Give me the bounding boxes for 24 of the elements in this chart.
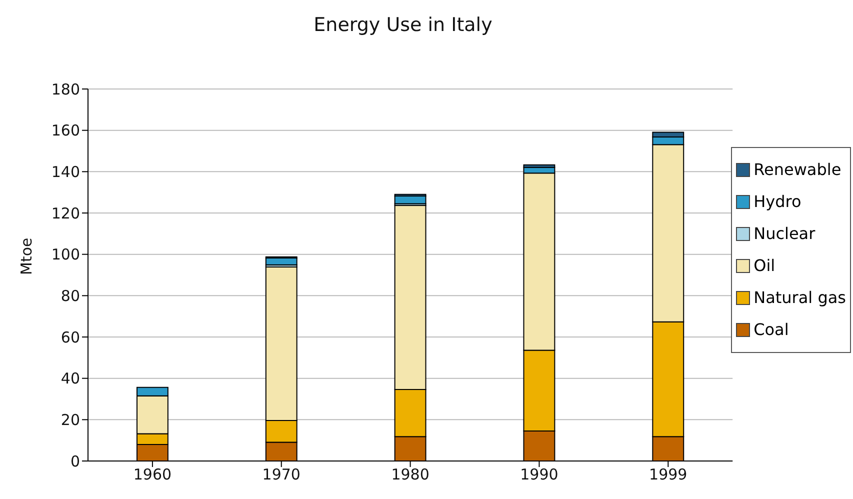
legend-label: Natural gas	[754, 288, 846, 307]
y-tick-label: 100	[51, 246, 80, 264]
x-tick-label: 1990	[520, 466, 558, 484]
y-tick-label: 140	[51, 162, 80, 181]
y-axis-title: Mtoe	[17, 238, 36, 275]
x-tick-label: 1980	[391, 466, 430, 484]
x-tick-label: 1970	[262, 466, 300, 484]
y-tick-label: 160	[51, 122, 80, 140]
legend-label: Coal	[754, 320, 789, 339]
y-tick-label: 120	[51, 204, 80, 222]
bar	[265, 258, 298, 266]
y-tick-label: 40	[60, 370, 80, 388]
legend-label: Oil	[754, 256, 776, 275]
x-tick-label: 1999	[649, 466, 688, 484]
y-tick-label: 180	[51, 80, 80, 98]
x-tick-label: 1960	[133, 466, 172, 484]
y-tick-label: 20	[60, 410, 80, 429]
legend-label: Renewable	[754, 160, 842, 179]
y-tick-label: 0	[70, 452, 80, 470]
legend-label: Nuclear	[754, 224, 816, 243]
y-tick-label: 60	[60, 328, 80, 346]
legend-label: Hydro	[754, 192, 802, 211]
chart-title: Energy Use in Italy	[312, 14, 494, 36]
y-tick-label: 80	[60, 286, 80, 305]
